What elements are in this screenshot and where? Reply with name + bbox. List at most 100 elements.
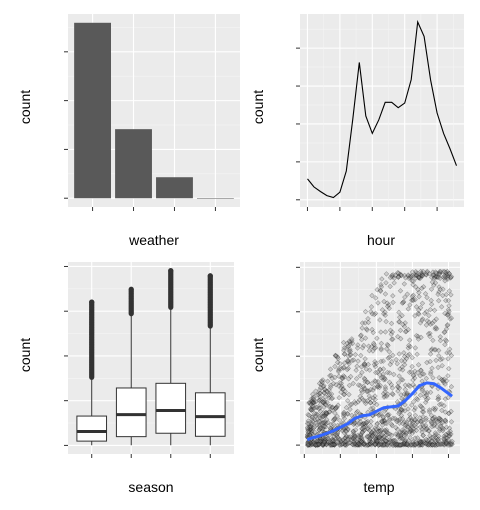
temp-scatter-point: [357, 333, 364, 339]
temp-scatter-point: [429, 320, 436, 326]
temp-scatter-point: [447, 441, 454, 447]
temp-scatter-point: [387, 283, 393, 290]
hour-x-axis-title: hour: [367, 232, 395, 248]
temp-scatter-point: [417, 440, 423, 447]
temp-scatter-point: [375, 437, 381, 444]
temp-scatter-point: [375, 428, 381, 434]
season-box: [76, 415, 108, 442]
temp-scatter-point: [329, 395, 336, 401]
temp-scatter-point: [444, 432, 450, 438]
temp-scatter-point: [347, 346, 353, 353]
temp-scatter-point: [400, 377, 406, 383]
temp-scatter-point: [305, 442, 311, 448]
temp-scatter-point: [307, 431, 313, 438]
temp-scatter-point: [361, 427, 368, 433]
temp-scatter-point: [390, 415, 396, 421]
season-boxplot-panel: season count: [17, 262, 234, 495]
temp-scatter-point: [408, 274, 414, 280]
temp-scatter-point: [446, 437, 452, 443]
temp-scatter-point: [443, 439, 450, 445]
temp-scatter-point: [445, 356, 451, 362]
temp-scatter-point: [359, 426, 366, 432]
temp-scatter-point: [343, 434, 350, 440]
temp-scatter-point: [435, 436, 442, 442]
temp-scatter-point: [317, 401, 324, 408]
temp-scatter-point: [420, 422, 426, 428]
temp-scatter-point: [351, 434, 357, 440]
temp-scatter-point: [437, 286, 443, 293]
temp-scatter-point: [403, 429, 410, 435]
temp-scatter-point: [403, 391, 410, 397]
temp-scatter-point: [316, 441, 323, 448]
temp-scatter-point: [424, 294, 430, 301]
temp-scatter-point: [446, 308, 452, 315]
temp-scatter-point: [442, 341, 448, 348]
temp-scatter-point: [309, 398, 315, 404]
temp-scatter-point: [353, 427, 359, 433]
temp-scatter-point: [414, 435, 421, 441]
temp-scatter-point: [401, 439, 408, 446]
temp-scatter-point: [395, 380, 402, 386]
temp-scatter-point: [308, 407, 314, 413]
temp-scatter-point: [312, 442, 319, 448]
temp-scatter-point: [424, 318, 430, 324]
temp-scatter-point: [440, 286, 446, 292]
temp-scatter-point: [419, 386, 426, 392]
temp-scatter-point: [409, 423, 415, 429]
temp-scatter-point: [361, 361, 368, 367]
temp-scatter-point: [311, 441, 317, 448]
temp-scatter-point: [419, 317, 425, 324]
temp-scatter-point: [358, 431, 364, 438]
temp-scatter-point: [350, 435, 356, 442]
temp-scatter-point: [372, 345, 379, 351]
temp-scatter-point: [309, 399, 315, 405]
temp-scatter-point: [305, 429, 312, 436]
temp-scatter-point: [317, 418, 324, 424]
temp-scatter-point: [446, 303, 452, 309]
temp-scatter-point: [424, 268, 430, 275]
temp-scatter-point: [356, 397, 363, 403]
temp-scatter-point: [364, 433, 371, 439]
temp-scatter-point: [438, 423, 444, 429]
temp-scatter-point: [380, 391, 387, 397]
temp-scatter-point: [433, 438, 439, 444]
temp-scatter-point: [308, 406, 314, 413]
temp-scatter-point: [379, 435, 385, 441]
temp-scatter-point: [433, 270, 440, 276]
temp-scatter-point: [433, 418, 439, 424]
temp-scatter-point: [418, 268, 424, 275]
temp-scatter-point: [361, 360, 368, 367]
temp-scatter-point: [443, 269, 449, 276]
temp-scatter-point: [381, 394, 387, 400]
temp-scatter-point: [335, 436, 342, 442]
temp-scatter-point: [387, 431, 393, 437]
temp-scatter-point: [314, 441, 320, 448]
temp-scatter-point: [423, 322, 430, 328]
temp-scatter-point: [383, 442, 389, 448]
temp-scatter-point: [345, 426, 351, 432]
temp-scatter-point: [330, 441, 336, 448]
temp-scatter-point: [445, 307, 452, 313]
temp-scatter-point: [444, 273, 451, 279]
temp-scatter-point: [381, 377, 387, 383]
temp-scatter-point: [350, 428, 356, 434]
temp-scatter-point: [335, 434, 341, 440]
temp-scatter-point: [398, 435, 404, 441]
temp-scatter-point: [443, 440, 450, 447]
temp-scatter-point: [391, 442, 397, 448]
temp-scatter-point: [441, 441, 447, 447]
temp-scatter-point: [431, 274, 438, 280]
temp-scatter-point: [333, 405, 339, 412]
temp-scatter-point: [427, 321, 434, 327]
temp-scatter-point: [378, 282, 384, 288]
temp-scatter-point: [382, 376, 388, 382]
temp-scatter-point: [379, 419, 386, 425]
temp-scatter-point: [363, 400, 369, 407]
temp-scatter-point: [347, 351, 354, 358]
temp-scatter-point: [401, 272, 408, 279]
temp-scatter-point: [328, 396, 335, 402]
temp-scatter-point: [334, 413, 340, 419]
temp-scatter-point: [444, 271, 451, 277]
temp-scatter-point: [333, 404, 339, 411]
temp-scatter-point: [321, 382, 327, 389]
